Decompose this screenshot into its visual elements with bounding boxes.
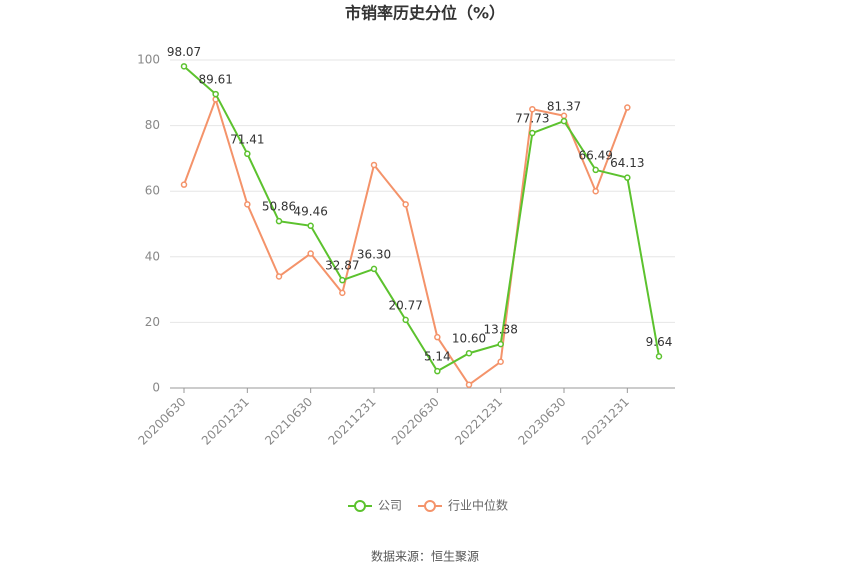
point [339,289,346,297]
point [339,276,346,284]
x-tick-label: 20230630 [516,395,569,448]
y-tick-label: 60 [145,184,160,198]
point [307,250,314,257]
point [560,112,568,120]
x-tick-label: 20211231 [326,395,379,448]
x-tick-label: 20231231 [579,395,632,448]
x-tick-label: 20210630 [262,395,315,448]
point [497,358,504,366]
point [529,105,536,113]
x-tick-label: 20200630 [136,395,189,448]
point [244,201,251,208]
point [275,273,283,280]
data-label: 10.60 [452,332,486,346]
legend-label: 行业中位数 [448,498,508,513]
chart-title: 市销率历史分位（%） [345,4,505,23]
point [370,161,378,169]
point [592,166,599,174]
data-label: 77.73 [515,112,549,126]
data-label: 50.86 [262,200,296,214]
x-tick-label: 20201231 [199,395,252,448]
data-label: 49.46 [293,204,327,218]
point [434,367,441,375]
source: 数据来源：恒生聚源 [371,549,479,564]
data-label: 98.07 [167,45,201,59]
data-label: 5.14 [424,350,451,364]
series-line [183,65,660,373]
point [624,174,631,181]
point [560,117,568,125]
data-label: 66.49 [578,148,612,162]
y-tick-label: 80 [145,118,160,132]
point [307,222,314,230]
point [212,90,219,98]
point [434,333,441,341]
data-label: 9.64 [646,335,673,349]
data-label: 36.30 [357,247,391,261]
point [402,201,409,208]
point [592,187,599,195]
point [624,104,631,111]
point [370,265,378,273]
data-label: 71.41 [230,132,264,146]
legend-marker [354,500,366,512]
point [465,349,473,357]
point [497,340,504,348]
y-tick-label: 40 [145,249,160,263]
point [529,129,536,137]
data-label: 20.77 [388,298,422,312]
data-label: 81.37 [547,100,581,114]
point [402,316,409,324]
point [180,63,188,70]
x-tick-label: 20221231 [452,395,505,448]
point [275,217,283,225]
point [465,381,473,388]
data-label: 64.13 [610,156,644,170]
point [180,181,188,188]
y-tick-label: 0 [152,381,160,395]
y-tick-label: 20 [145,315,160,329]
legend-marker [424,500,436,512]
legend-label: 公司 [378,499,402,513]
point [655,353,663,360]
data-label: 89.61 [198,73,232,87]
data-label: 32.87 [325,259,359,273]
x-tick-label: 20220630 [389,395,442,448]
y-tick-label: 100 [137,53,160,67]
point [244,150,251,158]
data-label: 13.38 [483,323,517,337]
